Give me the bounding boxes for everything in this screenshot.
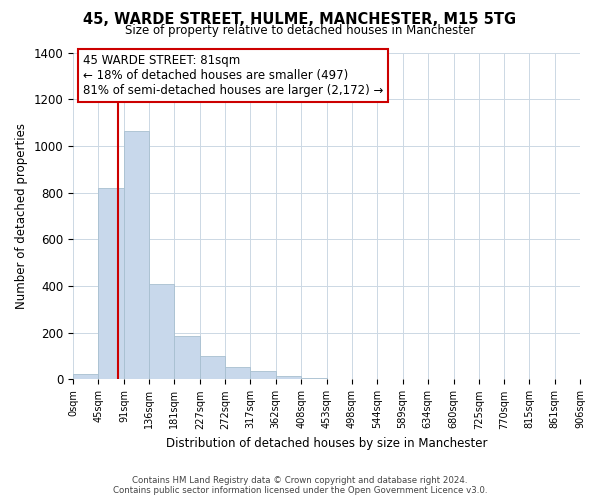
Text: Size of property relative to detached houses in Manchester: Size of property relative to detached ho…: [125, 24, 475, 37]
Bar: [98, 188, 124, 380]
Bar: [225, 366, 250, 380]
Bar: [73, 374, 98, 380]
Text: 45, WARDE STREET, HULME, MANCHESTER, M15 5TG: 45, WARDE STREET, HULME, MANCHESTER, M15…: [83, 12, 517, 28]
X-axis label: Distribution of detached houses by size in Manchester: Distribution of detached houses by size …: [166, 437, 487, 450]
Bar: [200, 356, 225, 380]
Bar: [275, 376, 301, 380]
Bar: [301, 378, 326, 380]
Bar: [124, 130, 149, 380]
Text: Contains HM Land Registry data © Crown copyright and database right 2024.
Contai: Contains HM Land Registry data © Crown c…: [113, 476, 487, 495]
Y-axis label: Number of detached properties: Number of detached properties: [15, 123, 28, 309]
Bar: [149, 284, 175, 380]
Bar: [250, 370, 275, 380]
Text: 45 WARDE STREET: 81sqm
← 18% of detached houses are smaller (497)
81% of semi-de: 45 WARDE STREET: 81sqm ← 18% of detached…: [83, 54, 383, 97]
Bar: [175, 336, 200, 380]
Bar: [326, 378, 352, 380]
